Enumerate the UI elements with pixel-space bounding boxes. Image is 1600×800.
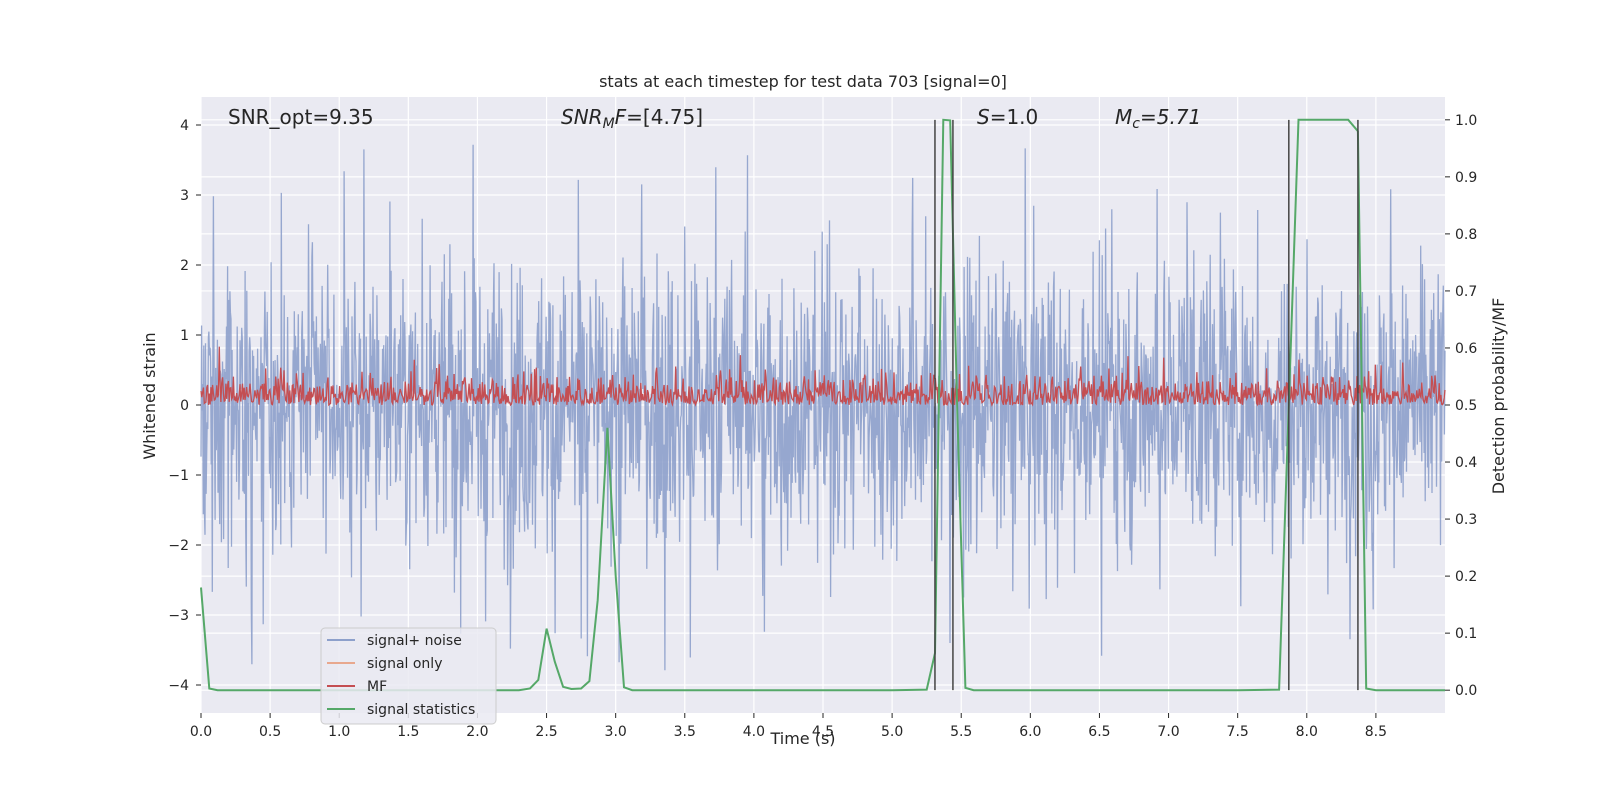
x-tick-label: 1.5 (397, 724, 419, 740)
annotations: SNR_opt=9.35 SNRMF=[4.75] S=1.0 Mc=5.71 (228, 105, 1201, 132)
annotation-main: S (977, 105, 990, 129)
left-y-tick-label: 4 (180, 118, 189, 134)
x-tick-label: 8.5 (1365, 724, 1387, 740)
x-tick-label: 0.5 (259, 724, 281, 740)
annotation-value: =1.0 (990, 105, 1039, 129)
annotation-subscript: c (1132, 116, 1140, 132)
legend: signal+ noise signal only MF signal statist… (320, 627, 497, 725)
x-tick-label: 7.0 (1157, 724, 1179, 740)
annotation-value-rest: =[4.75] (626, 105, 703, 129)
x-tick-label: 2.5 (535, 724, 557, 740)
annotation-value-letter: F (615, 105, 627, 129)
right-y-tick-label: 0.1 (1455, 626, 1477, 642)
right-y-tick-label: 0.2 (1455, 569, 1477, 585)
x-tick-label: 4.0 (743, 724, 765, 740)
annotation-snr-opt: SNR_opt=9.35 (228, 105, 374, 129)
left-y-tick-label: −1 (168, 468, 189, 484)
right-y-tick-label: 0.5 (1455, 398, 1477, 414)
chart-title: stats at each timestep for test data 703… (599, 72, 1007, 91)
legend-label: signal only (367, 656, 442, 672)
x-tick-label: 3.5 (674, 724, 696, 740)
right-y-tick-label: 0.9 (1455, 170, 1477, 186)
annotation-main: SNR (561, 105, 603, 129)
annotation-value-letter: =5.71 (1140, 105, 1201, 129)
x-tick-label: 5.0 (881, 724, 903, 740)
x-tick-label: 8.0 (1296, 724, 1318, 740)
annotation-value: F=[4.75] (615, 105, 703, 129)
left-y-tick-label: 0 (180, 398, 189, 414)
right-y-tick-label: 0.6 (1455, 341, 1477, 357)
left-y-tick-label: 2 (180, 258, 189, 274)
annotation-s: S=1.0 (977, 105, 1038, 129)
x-tick-label: 6.0 (1019, 724, 1041, 740)
right-y-tick-label: 0.3 (1455, 512, 1477, 528)
annotation-value: =5.71 (1140, 105, 1201, 129)
x-tick-label: 4.5 (812, 724, 834, 740)
legend-label: signal statistics (367, 702, 475, 718)
x-tick-label: 3.0 (605, 724, 627, 740)
x-tick-label: 0.0 (190, 724, 212, 740)
x-tick-label: 2.0 (466, 724, 488, 740)
x-tick-label: 5.5 (950, 724, 972, 740)
annotation-snr-mf: SNRMF=[4.75] (561, 105, 703, 132)
annotation-mc: Mc=5.71 (1115, 105, 1201, 132)
right-y-tick-label: 1.0 (1455, 113, 1477, 129)
x-tick-label: 7.5 (1227, 724, 1249, 740)
right-y-tick-label: 0.7 (1455, 284, 1477, 300)
left-y-tick-label: 1 (180, 328, 189, 344)
right-y-axis-ticks: 1.0 0.9 0.8 0.7 0.6 0.5 0.4 0.3 0.2 0.1 0.0 (1445, 113, 1477, 699)
left-y-tick-label: 3 (180, 188, 189, 204)
series-mf (200, 346, 1446, 407)
annotation-subscript: M (603, 116, 615, 132)
legend-label: MF (367, 679, 387, 695)
x-axis-ticks: 0.0 0.5 1.0 1.5 2.0 2.5 3.0 3.5 4.0 4.5 5.0 5.5 6.0 6… (190, 713, 1387, 740)
right-y-tick-label: 0.0 (1455, 683, 1477, 699)
left-y-tick-label: −4 (168, 678, 189, 694)
left-y-axis-ticks: 4 3 2 1 0 −1 −2 −3 −4 (168, 118, 201, 694)
legend-label: signal+ noise (367, 633, 462, 649)
legend-box (320, 627, 497, 725)
left-y-tick-label: −3 (168, 608, 189, 624)
left-y-tick-label: −2 (168, 538, 189, 554)
x-axis-label: Time (s) (769, 729, 835, 748)
x-tick-label: 6.5 (1088, 724, 1110, 740)
x-tick-label: 1.0 (328, 724, 350, 740)
right-y-axis-label: Detection probability/MF (1489, 298, 1508, 495)
right-y-tick-label: 0.4 (1455, 455, 1477, 471)
annotation-main: M (1115, 105, 1132, 129)
detection-markers (934, 119, 1359, 691)
left-y-axis-label: Whitened strain (140, 332, 159, 459)
right-y-tick-label: 0.8 (1455, 227, 1477, 243)
